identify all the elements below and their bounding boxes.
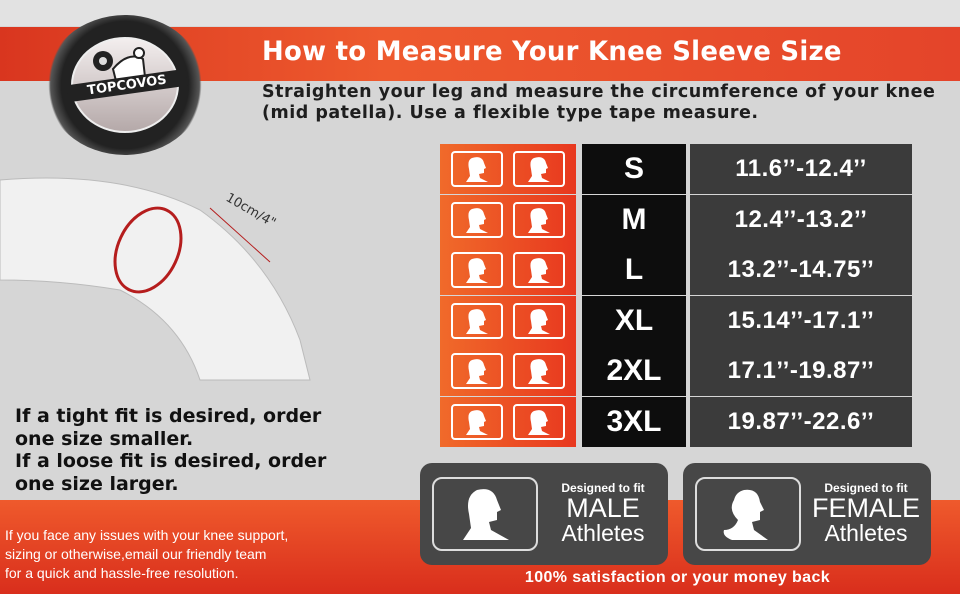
badge-caption: Designed to fit — [561, 481, 645, 495]
badge-subtitle: Athletes — [824, 520, 908, 546]
fit-tip: If a tight fit is desired, order — [15, 405, 322, 427]
size-label: XL — [582, 295, 686, 346]
size-range: 19.87’’-22.6’’ — [690, 396, 912, 447]
size-label: S — [582, 144, 686, 194]
size-row: L 13.2’’-14.75’’ — [440, 245, 912, 295]
fit-tip: one size larger. — [15, 472, 179, 495]
size-row: M 12.4’’-13.2’’ — [440, 194, 912, 245]
male-head-icon — [451, 252, 503, 288]
size-label: M — [582, 194, 686, 245]
male-head-icon — [451, 302, 503, 339]
gender-icons — [440, 396, 576, 447]
size-row: S 11.6’’-12.4’’ — [440, 144, 912, 194]
badge-caption: Designed to fit — [824, 481, 908, 495]
fit-tip: one size smaller. — [15, 427, 194, 450]
brand-logo: TOPCOVOS — [45, 15, 205, 155]
male-badge: Designed to fit MALE Athletes — [420, 463, 668, 565]
size-range: 11.6’’-12.4’’ — [690, 144, 912, 194]
badge-title: MALE — [566, 493, 640, 523]
size-label: 3XL — [582, 396, 686, 447]
gender-icons — [440, 194, 576, 245]
female-badge: Designed to fit FEMALE Athletes — [683, 463, 931, 565]
contact-line: If you face any issues with your knee su… — [5, 527, 289, 543]
female-silhouette-icon — [695, 477, 801, 551]
page-title: How to Measure Your Knee Sleeve Size — [262, 36, 842, 67]
contact-line: sizing or otherwise,email our friendly t… — [5, 546, 267, 562]
size-row: XL 15.14’’-17.1’’ — [440, 295, 912, 346]
female-head-icon — [513, 151, 565, 187]
size-range: 13.2’’-14.75’’ — [690, 245, 912, 295]
male-head-icon — [451, 201, 503, 238]
size-range: 17.1’’-19.87’’ — [690, 346, 912, 396]
badge-subtitle: Athletes — [561, 520, 645, 546]
female-head-icon — [513, 252, 565, 288]
gender-icons — [440, 295, 576, 346]
female-head-icon — [513, 201, 565, 238]
instructions-text: Straighten your leg and measure the circ… — [262, 82, 936, 123]
male-head-icon — [451, 403, 503, 440]
size-row: 2XL 17.1’’-19.87’’ — [440, 346, 912, 396]
size-label: L — [582, 245, 686, 295]
measure-label: 10cm/4" — [223, 190, 278, 230]
male-head-icon — [451, 353, 503, 389]
gender-icons — [440, 346, 576, 396]
contact-line: for a quick and hassle-free resolution. — [5, 565, 239, 581]
size-range: 15.14’’-17.1’’ — [690, 295, 912, 346]
gender-icons — [440, 245, 576, 295]
knee-diagram: 10cm/4" — [0, 177, 311, 381]
fit-tips: If a tight fit is desired, order one siz… — [15, 405, 326, 495]
badge-title: FEMALE — [811, 493, 921, 523]
female-head-icon — [513, 353, 565, 389]
male-head-icon — [451, 151, 503, 187]
male-silhouette-icon — [432, 477, 538, 551]
female-head-icon — [513, 302, 565, 339]
size-range: 12.4’’-13.2’’ — [690, 194, 912, 245]
size-label: 2XL — [582, 346, 686, 396]
contact-text: If you face any issues with your knee su… — [5, 526, 288, 583]
size-row: 3XL 19.87’’-22.6’’ — [440, 396, 912, 447]
gender-icons — [440, 144, 576, 194]
female-head-icon — [513, 403, 565, 440]
guarantee-slogan: 100% satisfaction or your money back — [524, 569, 831, 586]
fit-tip: If a loose fit is desired, order — [15, 450, 327, 472]
